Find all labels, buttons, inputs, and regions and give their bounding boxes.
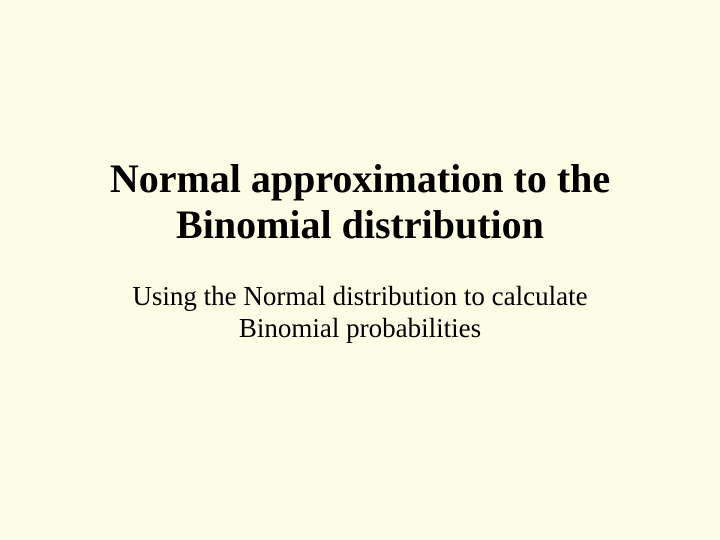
subtitle-line-1: Using the Normal distribution to calcula… [132,281,587,311]
title-line-2: Binomial distribution [176,202,544,247]
subtitle-line-2: Binomial probabilities [239,313,481,343]
slide-title: Normal approximation to the Binomial dis… [110,156,610,248]
title-line-1: Normal approximation to the [110,156,610,201]
slide-subtitle: Using the Normal distribution to calcula… [132,280,587,345]
slide: Normal approximation to the Binomial dis… [0,0,720,540]
